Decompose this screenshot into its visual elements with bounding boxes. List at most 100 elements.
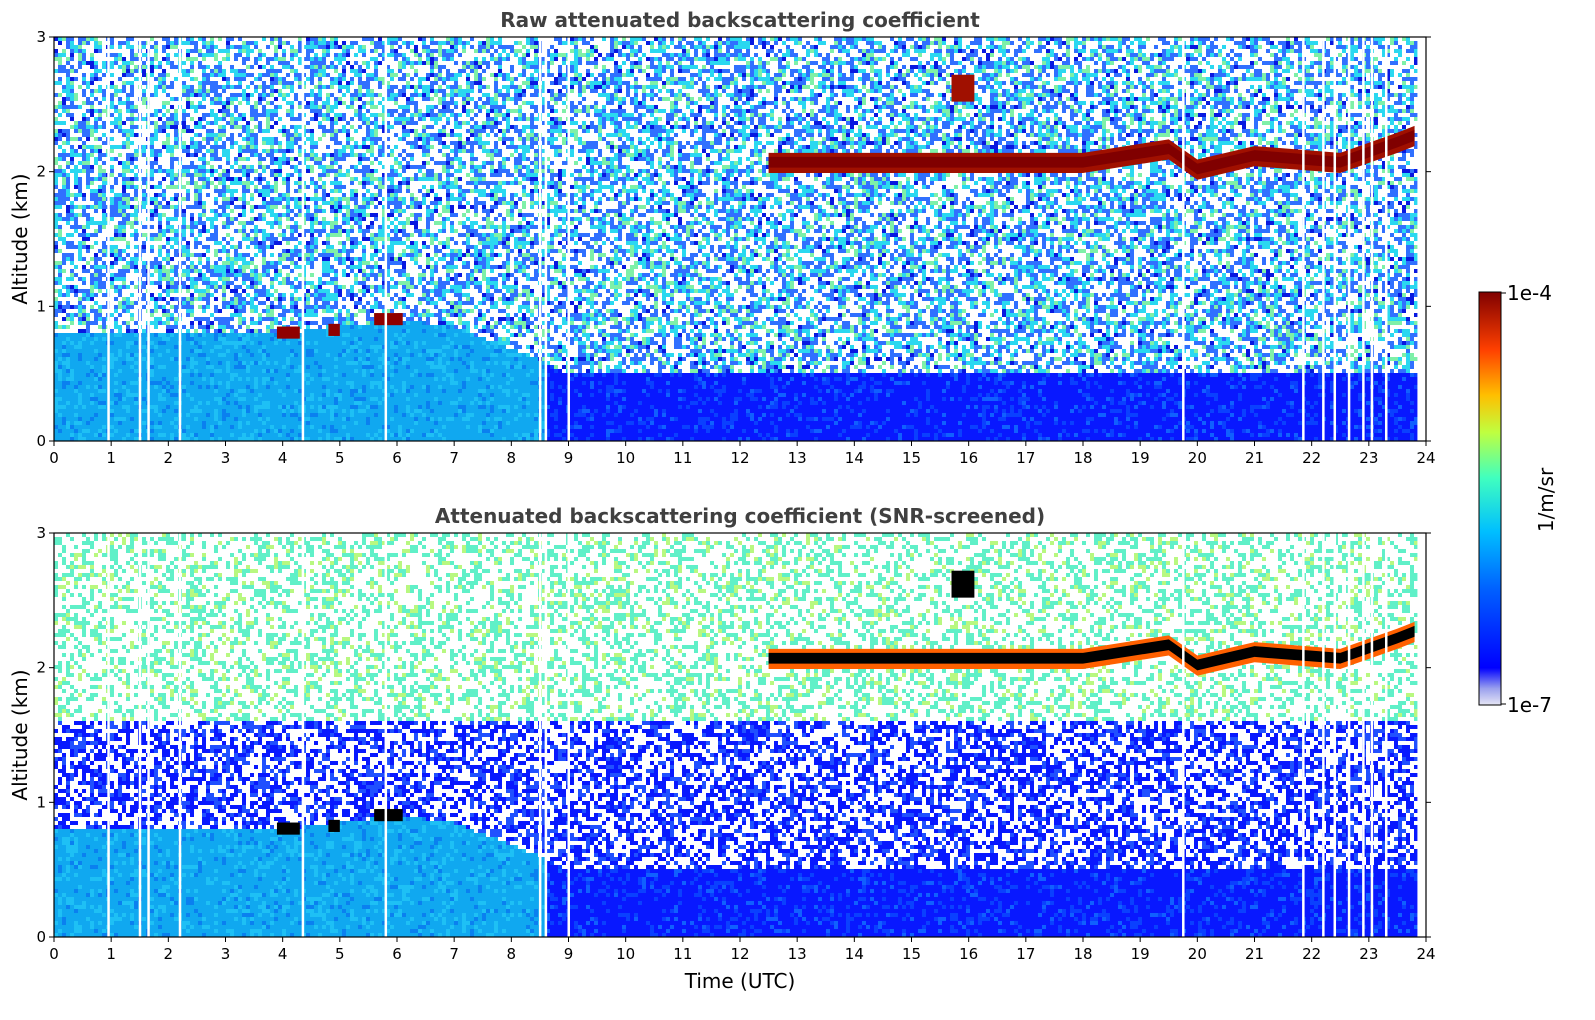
heatmap-cell [78,185,82,189]
heatmap-cell [242,393,246,397]
heatmap-cell [322,293,326,297]
heatmap-cell [58,81,62,85]
heatmap-cell [114,361,118,365]
heatmap-cell [306,389,310,393]
heatmap-cell [166,353,170,357]
heatmap-cell [218,277,222,281]
heatmap-cell [126,353,130,357]
heatmap-cell [150,421,154,425]
heatmap-cell [222,201,226,205]
heatmap-cell [294,169,298,173]
heatmap-cell [262,169,266,173]
heatmap-cell [318,349,322,353]
heatmap-cell [294,373,298,377]
heatmap-cell [74,401,78,405]
heatmap-cell [114,245,118,249]
heatmap-cell [194,329,198,333]
heatmap-cell [90,365,94,369]
heatmap-cell [150,377,154,381]
heatmap-cell [266,329,270,333]
heatmap-cell [254,349,258,353]
heatmap-cell [246,133,250,137]
heatmap-cell [86,245,90,249]
heatmap-cell [290,305,294,309]
heatmap-cell [166,141,170,145]
heatmap-cell [54,37,58,41]
heatmap-cell [86,337,90,341]
heatmap-cell [286,193,290,197]
heatmap-cell [238,145,242,149]
heatmap-cell [58,333,62,337]
heatmap-cell [70,65,74,69]
heatmap-cell [270,109,274,113]
heatmap-cell [318,229,322,233]
heatmap-cell [190,49,194,53]
heatmap-cell [154,413,158,417]
heatmap-cell [154,213,158,217]
heatmap-cell [306,137,310,141]
heatmap-cell [186,385,190,389]
heatmap-cell [82,277,86,281]
heatmap-cell [142,369,146,373]
heatmap-cell [246,97,250,101]
heatmap-cell [170,161,174,165]
heatmap-cell [74,273,78,277]
heatmap-cell [314,425,318,429]
heatmap-cell [154,41,158,45]
heatmap-cell [158,261,162,265]
heatmap-cell [82,225,86,229]
heatmap-cell [66,425,70,429]
heatmap-cell [274,189,278,193]
heatmap-cell [294,421,298,425]
heatmap-cell [162,121,166,125]
heatmap-cell [162,269,166,273]
heatmap-cell [206,405,210,409]
heatmap-cell [282,49,286,53]
heatmap-cell [234,217,238,221]
heatmap-cell [326,333,330,337]
heatmap-cell [314,289,318,293]
heatmap-cell [142,201,146,205]
heatmap-cell [194,281,198,285]
heatmap-cell [142,89,146,93]
heatmap-cell [242,289,246,293]
heatmap-cell [158,409,162,413]
heatmap-cell [190,365,194,369]
heatmap-cell [230,113,234,117]
heatmap-cell [82,281,86,285]
heatmap-cell [130,93,134,97]
heatmap-cell [214,201,218,205]
heatmap-cell [66,77,70,81]
heatmap-cell [210,137,214,141]
heatmap-cell [214,65,218,69]
heatmap-cell [326,289,330,293]
heatmap-cell [90,397,94,401]
heatmap-cell [230,101,234,105]
heatmap-cell [326,105,330,109]
heatmap-cell [298,177,302,181]
heatmap-cell [262,189,266,193]
heatmap-cell [186,245,190,249]
heatmap-cell [298,205,302,209]
heatmap-cell [58,249,62,253]
heatmap-cell [98,325,102,329]
heatmap-cell [274,241,278,245]
heatmap-cell [130,169,134,173]
heatmap-cell [290,197,294,201]
heatmap-cell [306,353,310,357]
heatmap-cell [126,325,130,329]
heatmap-cell [234,405,238,409]
heatmap-cell [242,189,246,193]
heatmap-cell [270,209,274,213]
heatmap-cell [122,201,126,205]
heatmap-cell [118,257,122,261]
heatmap-cell [118,357,122,361]
heatmap-cell [86,173,90,177]
heatmap-cell [102,353,106,357]
heatmap-cell [254,437,258,441]
heatmap-cell [282,281,286,285]
heatmap-cell [230,197,234,201]
heatmap-cell [142,241,146,245]
heatmap-cell [74,265,78,269]
heatmap-cell [110,209,114,213]
